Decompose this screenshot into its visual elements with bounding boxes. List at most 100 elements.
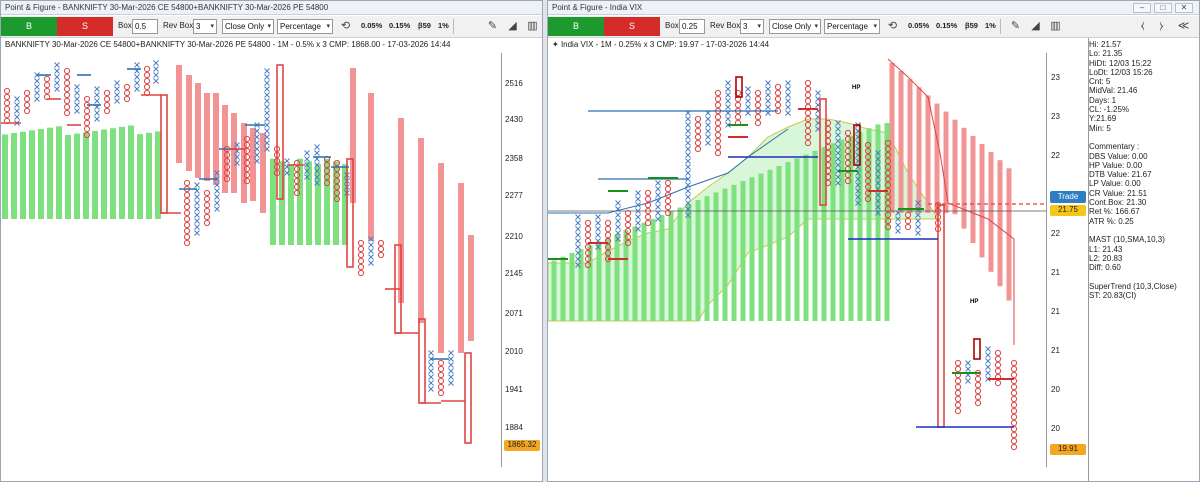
percent-option-2[interactable]: 0.15%	[936, 21, 958, 30]
trade-tag[interactable]: Trade	[1050, 191, 1086, 203]
green-band	[641, 222, 647, 321]
revbox-label: Rev Box	[163, 21, 194, 30]
x-box	[264, 140, 270, 146]
collapse-icon[interactable]: ≪	[1177, 20, 1190, 32]
x-box	[264, 110, 270, 116]
o-box	[994, 367, 1002, 375]
green-band	[306, 161, 312, 245]
edit-icon[interactable]: ✎	[487, 20, 498, 32]
chart-toolbar: B S Box 0.25 Rev Box 3 ▾ Close Only ▾ Perc…	[548, 16, 1199, 38]
x-box	[685, 188, 691, 194]
o-box	[954, 365, 962, 373]
sell-button[interactable]: S	[57, 17, 113, 36]
x-box	[785, 92, 791, 98]
draw-tools-icon[interactable]: ◢	[1031, 20, 1040, 32]
x-box	[785, 104, 791, 110]
refresh-icon[interactable]: ⟲	[887, 20, 898, 32]
o-box	[804, 115, 812, 123]
o-box	[63, 67, 71, 75]
green-band	[569, 252, 575, 321]
o-box	[183, 197, 191, 205]
buy-button[interactable]: B	[1, 17, 57, 36]
refresh-icon[interactable]: ⟲	[340, 20, 351, 32]
sell-button[interactable]: S	[604, 17, 660, 36]
green-band	[668, 211, 674, 321]
o-box	[203, 213, 211, 221]
o-box	[1010, 437, 1018, 445]
x-box	[655, 198, 661, 204]
percent-option-4[interactable]: 1%	[985, 21, 996, 30]
green-band	[776, 165, 782, 321]
o-box	[243, 141, 251, 149]
y-tick: 2277	[505, 191, 523, 200]
x-box	[705, 128, 711, 134]
x-box	[428, 380, 434, 386]
o-box	[714, 101, 722, 109]
percent-option-2[interactable]: 0.15%	[389, 21, 411, 30]
o-box	[804, 85, 812, 93]
revbox-select[interactable]: 3 ▾	[740, 19, 764, 34]
zoom-in-icon[interactable]: ⧽	[1159, 20, 1164, 32]
o-box	[624, 239, 632, 247]
edit-icon[interactable]: ✎	[1010, 20, 1021, 32]
x-box	[615, 212, 621, 218]
x-box	[74, 108, 80, 114]
o-box	[183, 203, 191, 211]
chart-type-icon[interactable]: ▥	[1050, 20, 1061, 32]
draw-tools-icon[interactable]: ◢	[508, 20, 517, 32]
method-select[interactable]: Close Only ▾	[769, 19, 821, 34]
percent-option-1[interactable]: 0.05%	[361, 21, 383, 30]
o-box	[437, 377, 445, 385]
o-box	[884, 157, 892, 165]
x-box	[214, 182, 220, 188]
x-box	[835, 126, 841, 132]
x-box	[685, 206, 691, 212]
revbox-select[interactable]: 3 ▾	[193, 19, 217, 34]
method-select[interactable]: Close Only ▾	[222, 19, 274, 34]
o-box	[954, 401, 962, 409]
minimize-button[interactable]: –	[1133, 3, 1151, 13]
percent-option-3[interactable]: β59	[418, 21, 431, 30]
x-box	[54, 86, 60, 92]
x-box	[635, 214, 641, 220]
info-line	[1089, 272, 1199, 281]
x-box	[875, 198, 881, 204]
chart-header: BANKNIFTY 30-Mar-2026 CE 54800+BANKNIFTY…	[5, 40, 451, 49]
y-tick: 21	[1051, 307, 1060, 316]
y-tick: 2010	[505, 347, 523, 356]
percent-option-4[interactable]: 1%	[438, 21, 449, 30]
maximize-button[interactable]: □	[1154, 3, 1172, 13]
percent-option-3[interactable]: β59	[965, 21, 978, 30]
x-box	[765, 86, 771, 92]
o-box	[994, 355, 1002, 363]
o-box	[754, 119, 762, 127]
x-box	[314, 168, 320, 174]
o-box	[1010, 407, 1018, 415]
buy-button[interactable]: B	[548, 17, 604, 36]
percent-option-1[interactable]: 0.05%	[908, 21, 930, 30]
o-box	[223, 169, 231, 177]
green-band	[270, 158, 276, 245]
x-box	[685, 116, 691, 122]
info-line	[1089, 133, 1199, 142]
x-box	[153, 66, 159, 72]
o-box	[974, 399, 982, 407]
o-box	[604, 243, 612, 251]
o-box	[323, 161, 331, 169]
box-size-input[interactable]: 0.5	[132, 19, 158, 34]
highlight-column	[464, 352, 472, 444]
scale-select[interactable]: Percentage ▾	[824, 19, 880, 34]
chart-type-icon[interactable]: ▥	[527, 20, 538, 32]
o-box	[1010, 365, 1018, 373]
close-button[interactable]: ✕	[1175, 3, 1193, 13]
x-box	[194, 206, 200, 212]
x-box	[264, 68, 270, 74]
green-band	[695, 200, 701, 321]
box-size-input[interactable]: 0.25	[679, 19, 705, 34]
zoom-out-icon[interactable]: ⧼	[1140, 20, 1145, 32]
o-box	[804, 91, 812, 99]
chevron-down-icon: ▾	[873, 23, 877, 30]
o-box	[333, 189, 341, 197]
o-box	[357, 269, 365, 277]
scale-select[interactable]: Percentage ▾	[277, 19, 333, 34]
